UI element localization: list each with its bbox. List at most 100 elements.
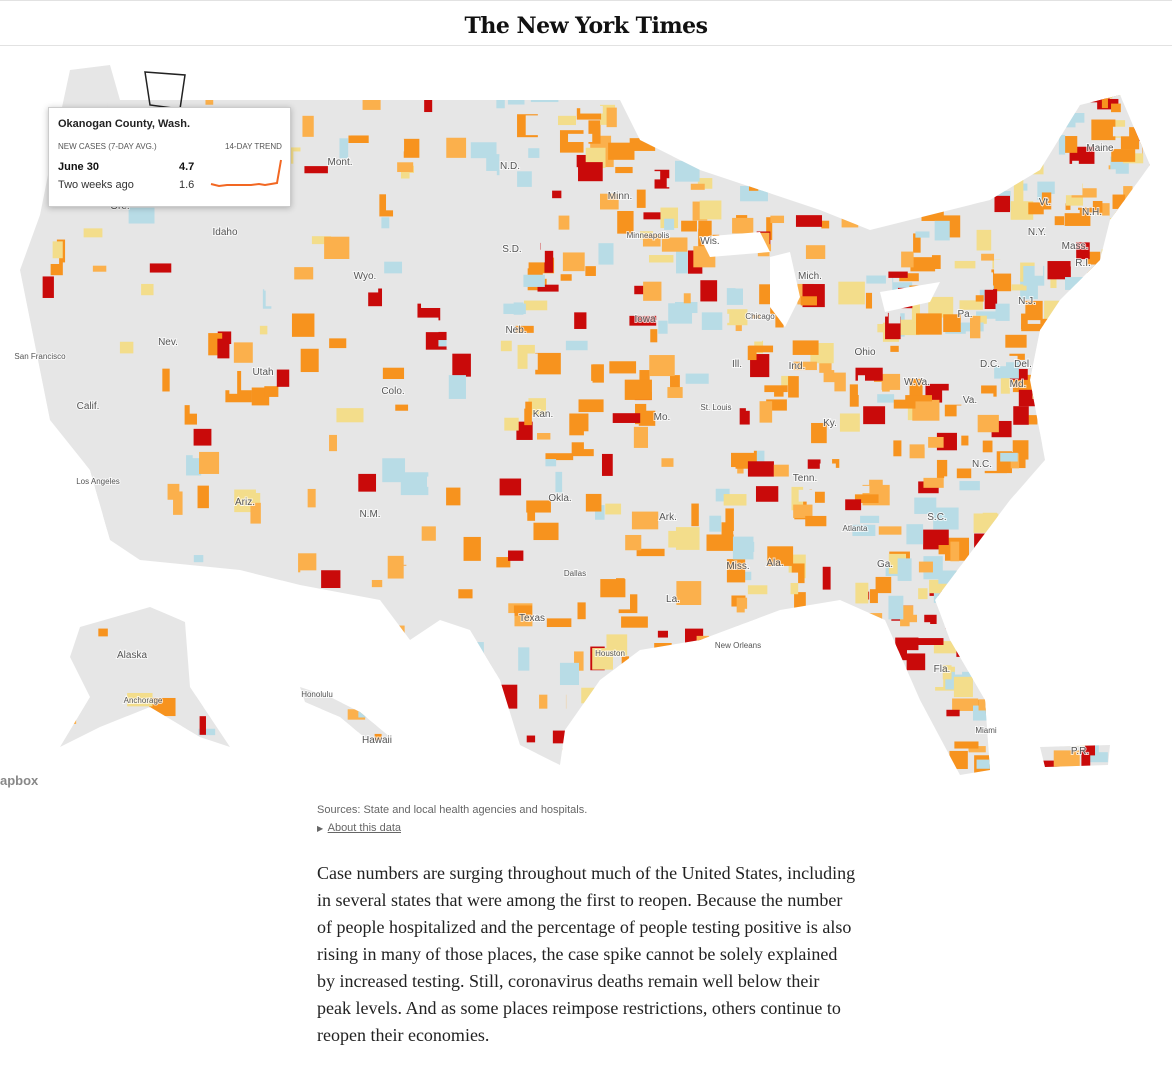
- county: [956, 405, 968, 427]
- county: [1000, 681, 1016, 694]
- county: [433, 794, 450, 797]
- county: [869, 65, 894, 76]
- county: [471, 737, 495, 751]
- county: [382, 367, 405, 380]
- county: [1097, 169, 1116, 192]
- county: [352, 722, 378, 732]
- county: [646, 171, 661, 180]
- county: [127, 692, 153, 707]
- city-label: Miami: [975, 726, 997, 735]
- county: [1027, 766, 1034, 775]
- county: [1092, 558, 1102, 575]
- county: [297, 545, 321, 554]
- county: [697, 130, 708, 139]
- county: [453, 661, 462, 685]
- county: [517, 171, 532, 187]
- county: [1050, 277, 1057, 289]
- county: [866, 275, 886, 284]
- county: [317, 487, 337, 508]
- county: [1088, 676, 1107, 683]
- county: [528, 148, 540, 158]
- county: [1115, 637, 1133, 646]
- about-text[interactable]: About this data: [327, 822, 401, 834]
- county: [1112, 81, 1123, 99]
- county: [362, 97, 381, 110]
- county: [1069, 523, 1082, 533]
- county: [562, 252, 585, 272]
- county: [1044, 300, 1070, 320]
- county: [682, 88, 701, 99]
- county: [789, 138, 797, 147]
- county: [1144, 88, 1150, 112]
- county: [863, 406, 886, 425]
- county: [769, 781, 788, 797]
- county: [1105, 602, 1113, 624]
- county: [608, 142, 635, 160]
- state-label: N.M.: [359, 509, 380, 520]
- county: [854, 494, 879, 504]
- county: [1047, 261, 1071, 280]
- county: [360, 328, 370, 347]
- county: [1034, 253, 1044, 276]
- county: [747, 345, 757, 361]
- county: [1007, 99, 1021, 123]
- county: [851, 155, 868, 174]
- county: [559, 662, 580, 686]
- county: [678, 769, 705, 775]
- county: [1129, 567, 1150, 590]
- about-link[interactable]: ▶ About this data: [317, 822, 401, 834]
- county: [1127, 278, 1149, 299]
- county: [496, 557, 511, 568]
- county: [198, 630, 215, 644]
- county: [932, 156, 949, 175]
- county: [903, 740, 919, 758]
- county: [454, 71, 461, 87]
- county: [978, 447, 997, 471]
- logo[interactable]: The New York Times: [464, 13, 708, 39]
- county: [409, 172, 430, 197]
- county: [860, 515, 880, 524]
- county: [638, 745, 659, 760]
- county: [1028, 202, 1044, 215]
- county: [339, 138, 349, 159]
- county: [358, 280, 379, 293]
- county: [336, 408, 364, 423]
- county: [890, 345, 899, 352]
- county: [1119, 630, 1142, 654]
- county: [952, 698, 979, 711]
- county: [1076, 242, 1090, 260]
- county: [1118, 534, 1137, 553]
- county: [44, 65, 55, 72]
- county: [810, 656, 823, 675]
- county: [793, 504, 813, 518]
- county: [513, 605, 533, 616]
- county: [937, 65, 958, 77]
- county: [726, 284, 743, 305]
- county: [994, 259, 1019, 274]
- county: [465, 233, 489, 240]
- county: [349, 381, 372, 395]
- county: [643, 281, 662, 301]
- county: [915, 231, 930, 238]
- county: [552, 730, 581, 744]
- county: [403, 138, 420, 158]
- county: [1049, 618, 1061, 637]
- county: [934, 144, 957, 159]
- county: [643, 212, 666, 220]
- county: [209, 706, 216, 719]
- county: [1128, 432, 1150, 449]
- county: [528, 398, 547, 415]
- county: [888, 300, 901, 324]
- county: [964, 572, 978, 585]
- county: [539, 565, 567, 578]
- county: [1034, 136, 1050, 147]
- county: [818, 743, 836, 755]
- county: [744, 608, 759, 632]
- county: [865, 613, 883, 623]
- county: [706, 534, 734, 551]
- county: [426, 476, 446, 487]
- county: [792, 340, 819, 355]
- state-label: Fla.: [934, 664, 951, 675]
- county: [1018, 389, 1042, 407]
- county: [353, 364, 382, 375]
